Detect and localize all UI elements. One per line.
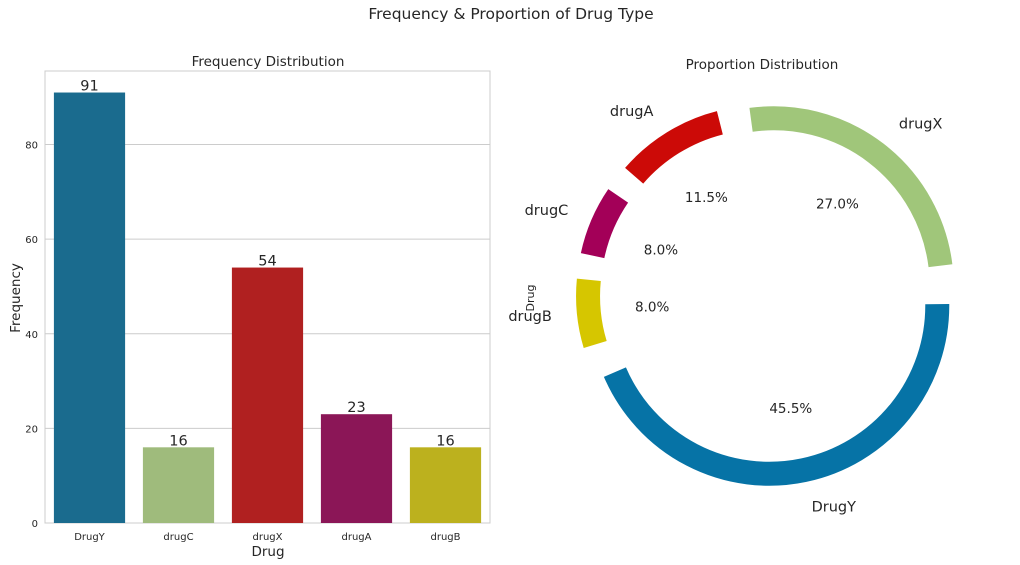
bar-drugC (142, 447, 215, 523)
bar-data-label: 91 (80, 79, 98, 95)
bar-y-tick-label: 40 (25, 330, 38, 341)
bar-y-tick-label: 60 (25, 235, 38, 246)
donut-y-axis-label: Drug (524, 285, 537, 312)
bar-drugX (231, 267, 304, 523)
donut-slice-drugA (625, 111, 724, 184)
donut-category-label: drugX (899, 117, 943, 133)
bar-y-tick-label: 0 (32, 519, 38, 530)
donut-percent-label: 11.5% (685, 190, 728, 206)
donut-slice-drugB (576, 278, 607, 348)
donut-slice-drugC (580, 189, 629, 259)
bar-x-axis: DrugY drugC drugX drugA drugB (74, 532, 460, 543)
donut-percent-label: 45.5% (769, 401, 812, 417)
donut-category-label: drugC (525, 203, 569, 219)
bar-x-tick-label: DrugY (74, 532, 105, 543)
donut-category-label: drugB (508, 309, 552, 325)
bar-drugA (320, 414, 393, 523)
bar-data-label: 16 (436, 433, 454, 449)
bar-x-axis-label: Drug (251, 544, 284, 560)
bar-series: 91 16 54 23 16 (53, 79, 482, 524)
donut-slice-DrugY (603, 304, 950, 486)
donut-percent-label: 27.0% (816, 197, 859, 213)
figure-title: Frequency & Proportion of Drug Type (368, 5, 653, 23)
donut-category-label: DrugY (812, 500, 857, 516)
donut-slice-drugX (749, 106, 953, 268)
bar-drugB (409, 447, 482, 523)
bar-x-tick-label: drugX (253, 532, 283, 543)
donut-series: 45.5% DrugY 27.0% drugX 11.5% drugA 8.0% drugC 8… (508, 104, 953, 516)
bar-chart-title: Frequency Distribution (192, 54, 345, 70)
bar-y-tick-label: 80 (25, 141, 38, 152)
bar-x-tick-label: drugB (430, 532, 460, 543)
bar-DrugY (53, 92, 126, 524)
bar-data-label: 16 (169, 433, 187, 449)
bar-chart: 91 16 54 23 16 0 20 40 60 80 DrugY drugC drugX drug… (8, 54, 491, 560)
bar-y-tick-label: 20 (25, 424, 38, 435)
bar-x-tick-label: drugC (163, 532, 193, 543)
donut-percent-label: 8.0% (635, 299, 669, 315)
bar-y-axis: 0 20 40 60 80 (25, 141, 38, 530)
donut-chart: Proportion Distribution Drug 45.5% DrugY 2… (508, 57, 953, 516)
bar-data-label: 54 (258, 254, 276, 270)
bar-x-tick-label: drugA (342, 532, 372, 543)
donut-percent-label: 8.0% (644, 243, 678, 259)
donut-category-label: drugA (610, 104, 654, 120)
donut-chart-title: Proportion Distribution (686, 57, 839, 73)
bar-y-axis-label: Frequency (8, 263, 24, 333)
bar-data-label: 23 (347, 400, 365, 416)
